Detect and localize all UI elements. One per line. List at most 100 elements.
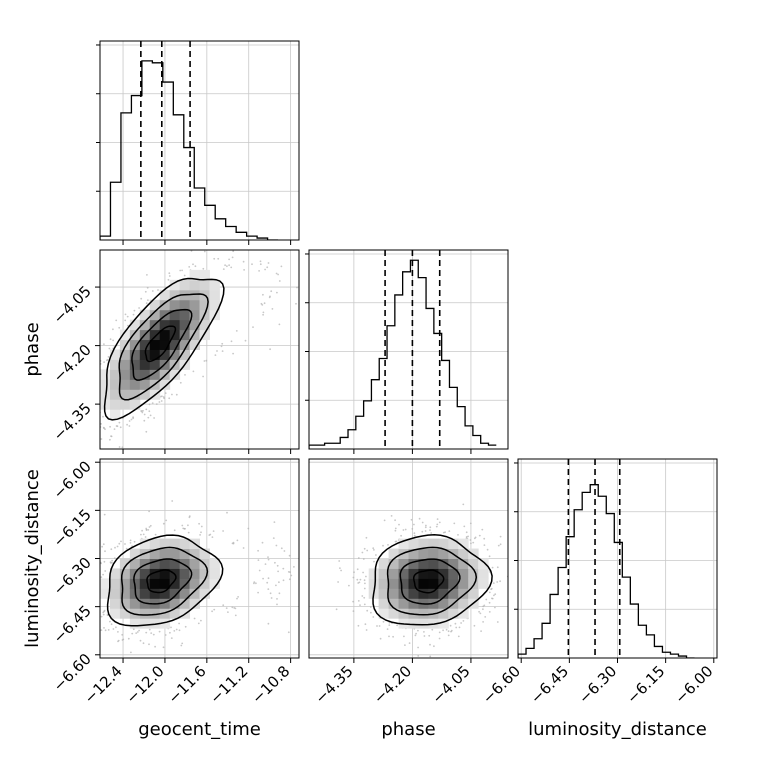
scatter-point: [473, 624, 476, 627]
scatter-point: [151, 290, 154, 292]
scatter-point: [266, 581, 269, 584]
scatter-point: [211, 536, 214, 538]
histogram-phase: [309, 259, 497, 449]
density-cell: [438, 558, 449, 569]
scatter-point: [268, 296, 271, 299]
scatter-point: [290, 574, 293, 577]
scatter-point: [272, 537, 275, 539]
scatter-point: [228, 264, 231, 267]
scatter-point: [130, 651, 132, 654]
scatter-point: [188, 266, 191, 268]
density-cell: [199, 578, 210, 589]
scatter-point: [225, 607, 228, 609]
scatter-point: [257, 549, 259, 552]
scatter-point: [255, 582, 257, 585]
scatter-point: [491, 566, 494, 569]
density-cell: [438, 578, 449, 589]
density-cell: [169, 538, 181, 550]
scatter-point: [346, 583, 348, 585]
scatter-point: [192, 370, 195, 373]
density-cell: [119, 598, 131, 609]
scatter-point: [276, 564, 279, 567]
scatter-point: [442, 531, 445, 534]
scatter-point: [213, 608, 216, 611]
scatter-point: [462, 620, 465, 622]
scatter-point: [162, 396, 165, 398]
scatter-point: [75, 390, 77, 392]
scatter-point: [187, 531, 190, 534]
density-cell: [169, 329, 181, 341]
scatter-point: [494, 606, 496, 609]
contour-line: [144, 325, 177, 363]
scatter-point: [81, 439, 83, 441]
density-cell: [139, 379, 151, 390]
scatter-point: [353, 571, 355, 574]
scatter-point: [141, 411, 144, 414]
scatter-point: [263, 302, 266, 305]
scatter-point: [479, 612, 482, 615]
scatter-point: [423, 631, 425, 633]
scatter-point: [307, 574, 309, 576]
scatter-point: [183, 274, 186, 277]
scatter-point: [488, 611, 491, 613]
contour-line: [372, 534, 493, 626]
scatter-point: [117, 631, 119, 633]
scatter-point: [352, 610, 355, 612]
scatter-point: [271, 308, 274, 310]
scatter-point: [140, 297, 143, 300]
scatter-point: [143, 419, 146, 422]
scatter-point: [117, 639, 120, 642]
scatter-point: [162, 522, 165, 525]
scatter-point: [205, 359, 208, 362]
scatter-point: [258, 270, 260, 272]
scatter-point: [95, 387, 97, 389]
density-cell: [169, 289, 181, 301]
scatter-point: [144, 536, 147, 538]
scatter-point: [178, 622, 181, 625]
density-cell: [169, 349, 181, 360]
scatter-point: [93, 578, 95, 580]
contour-line: [106, 534, 224, 627]
scatter-point: [486, 548, 489, 551]
scatter-point: [92, 462, 94, 464]
density-cell: [129, 359, 141, 370]
scatter-point: [127, 324, 129, 327]
scatter-point: [400, 534, 402, 537]
scatter-point: [106, 358, 109, 361]
scatter-point: [81, 432, 83, 434]
scatter-point: [91, 560, 93, 562]
scatter-point: [111, 559, 113, 562]
density-cell: [159, 618, 171, 629]
scatter-point: [96, 590, 98, 592]
scatter-point: [258, 569, 261, 572]
scatter-point: [492, 582, 495, 584]
scatter-point: [436, 523, 439, 526]
scatter-point: [175, 628, 178, 631]
density-cell: [149, 588, 161, 599]
scatter-point: [153, 417, 156, 419]
density-cell: [129, 548, 141, 559]
density-cell: [129, 399, 141, 410]
scatter-point: [109, 620, 111, 623]
scatter-point: [142, 533, 145, 536]
scatter-point: [128, 425, 131, 427]
scatter-point: [104, 629, 107, 632]
density-cell: [458, 608, 469, 619]
density-cell: [189, 289, 200, 301]
density-cell: [109, 349, 121, 360]
density-cell: [428, 558, 439, 569]
density-cell: [478, 558, 489, 569]
scatter-point: [336, 600, 338, 602]
scatter-point: [145, 430, 148, 433]
scatter-point: [129, 542, 132, 544]
scatter-point: [404, 644, 406, 646]
density-cell: [408, 618, 419, 629]
density-cell: [159, 349, 171, 360]
density-cell: [199, 269, 210, 281]
scatter-point: [158, 401, 161, 403]
density-cell: [149, 349, 161, 360]
density-cell: [159, 379, 171, 390]
scatter-point: [140, 410, 143, 412]
scatter-point: [188, 515, 191, 517]
scatter-point: [232, 541, 235, 544]
